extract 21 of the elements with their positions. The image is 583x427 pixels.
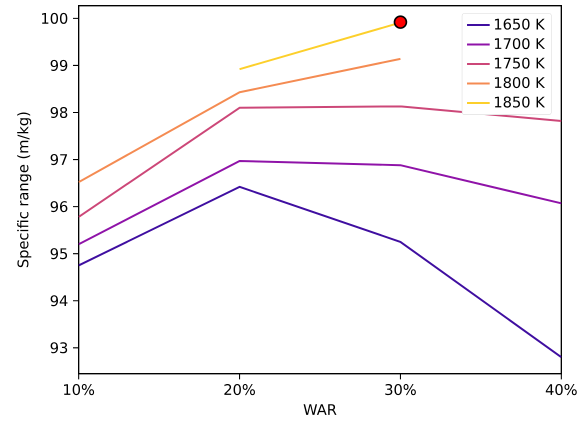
legend-label: 1700 K (494, 38, 546, 50)
y-tick-label: 97 (50, 154, 68, 166)
y-tick-label: 96 (50, 201, 68, 212)
y-tick-label: 99 (50, 60, 68, 71)
x-tick-label: 10% (64, 384, 94, 396)
y-tick-label: 95 (50, 248, 68, 260)
y-tick-label: 98 (50, 106, 68, 118)
legend-label: 1800 K (494, 77, 546, 88)
x-tick-label: 20% (224, 384, 255, 396)
x-axis-title: WAR (304, 404, 336, 415)
y-tick-label: 94 (50, 295, 68, 306)
x-tick-label: 30% (385, 384, 416, 396)
legend-label: 1650 K (494, 18, 546, 30)
y-tick-label: 93 (50, 342, 68, 354)
y-tick-label: 100 (42, 12, 68, 24)
legend-label: 1750 K (494, 58, 546, 69)
legend-label: 1850 K (494, 96, 546, 108)
x-tick-label: 40% (546, 384, 577, 396)
y-axis-title: Specific range (m/kg) (17, 112, 32, 268)
line-series (78, 160, 562, 246)
line-series (78, 186, 562, 358)
